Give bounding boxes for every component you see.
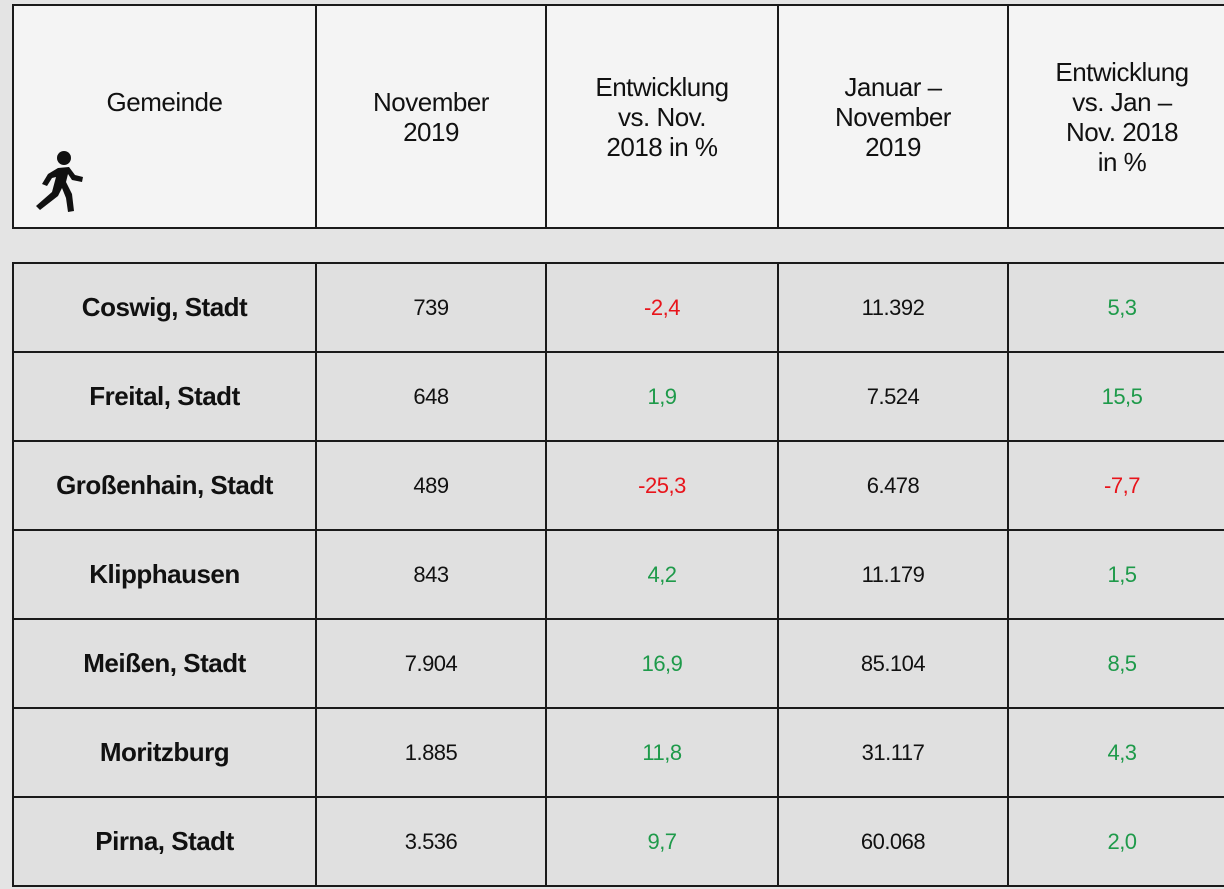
- data-cell: 11.392: [777, 262, 1009, 353]
- data-cell: 843: [315, 529, 547, 620]
- data-cell: 3.536: [315, 796, 547, 887]
- row-label: Moritzburg: [12, 707, 317, 798]
- data-cell: 739: [315, 262, 547, 353]
- data-cell: 11,8: [545, 707, 779, 798]
- header-cell: Entwicklung vs. Jan – Nov. 2018 in %: [1007, 4, 1224, 229]
- data-cell: 1,5: [1007, 529, 1224, 620]
- row-label: Coswig, Stadt: [12, 262, 317, 353]
- data-cell: 7.904: [315, 618, 547, 709]
- row-label: Pirna, Stadt: [12, 796, 317, 887]
- data-cell: 6.478: [777, 440, 1009, 531]
- data-cell: -7,7: [1007, 440, 1224, 531]
- data-cell: 648: [315, 351, 547, 442]
- data-cell: 8,5: [1007, 618, 1224, 709]
- row-label: Freital, Stadt: [12, 351, 317, 442]
- header-cell: Entwicklung vs. Nov. 2018 in %: [545, 4, 779, 229]
- data-cell: 7.524: [777, 351, 1009, 442]
- data-cell: 4,3: [1007, 707, 1224, 798]
- walking-icon: [36, 151, 83, 212]
- data-cell: 60.068: [777, 796, 1009, 887]
- row-label: Meißen, Stadt: [12, 618, 317, 709]
- header-cell: November 2019: [315, 4, 547, 229]
- row-label: Klipphausen: [12, 529, 317, 620]
- data-cell: 4,2: [545, 529, 779, 620]
- data-cell: 16,9: [545, 618, 779, 709]
- data-cell: -2,4: [545, 262, 779, 353]
- data-cell: 11.179: [777, 529, 1009, 620]
- data-cell: 31.117: [777, 707, 1009, 798]
- data-cell: 1,9: [545, 351, 779, 442]
- data-cell: 1.885: [315, 707, 547, 798]
- data-cell: 9,7: [545, 796, 779, 887]
- data-cell: 5,3: [1007, 262, 1224, 353]
- data-cell: -25,3: [545, 440, 779, 531]
- data-cell: 15,5: [1007, 351, 1224, 442]
- data-cell: 85.104: [777, 618, 1009, 709]
- header-cell: Gemeinde: [12, 4, 317, 229]
- data-cell: 2,0: [1007, 796, 1224, 887]
- data-cell: 489: [315, 440, 547, 531]
- header-cell: Januar – November 2019: [777, 4, 1009, 229]
- row-label: Großenhain, Stadt: [12, 440, 317, 531]
